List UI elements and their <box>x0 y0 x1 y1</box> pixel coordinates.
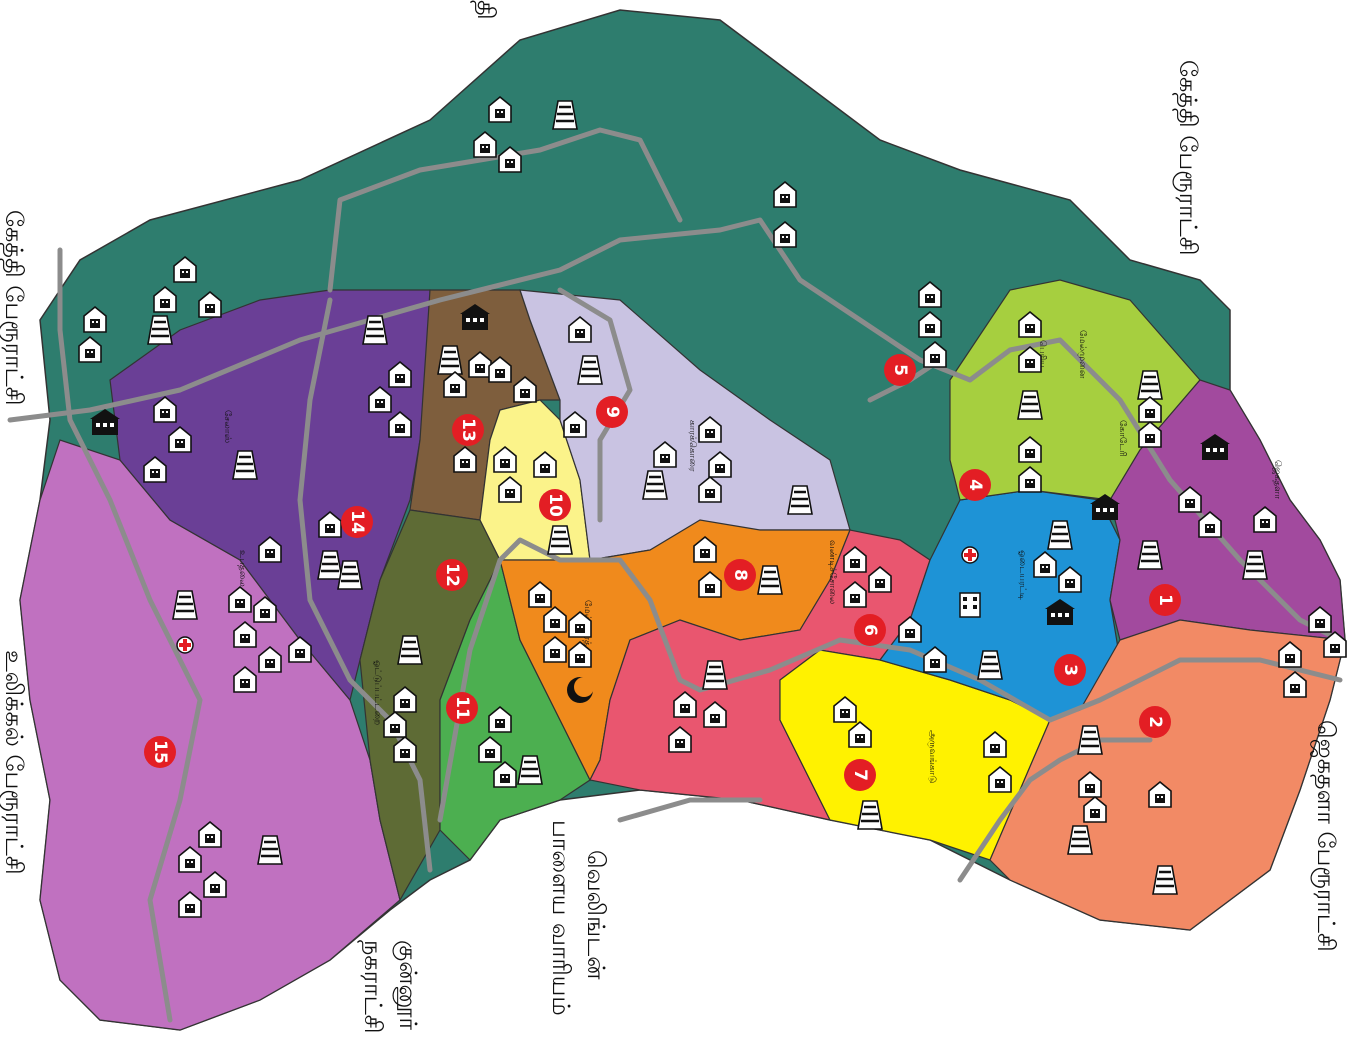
temple-icon <box>1046 519 1074 551</box>
edge-label-bottom-left-1: குன்னூர் <box>393 940 422 1031</box>
temple-icon <box>701 659 729 691</box>
road-5 <box>557 287 633 523</box>
ward-name: வண்டிச்சோலை <box>827 540 837 604</box>
hospital-icon <box>961 546 979 564</box>
ward-badge-2[interactable]: 2 <box>1139 706 1171 738</box>
road-8 <box>957 737 1153 883</box>
ward-badge-7[interactable]: 7 <box>844 759 876 791</box>
ward-name: உபதலை <box>237 550 247 587</box>
temple-icon <box>1136 539 1164 571</box>
temple-icon <box>336 559 364 591</box>
ward-badge-4[interactable]: 4 <box>959 469 991 501</box>
ward-badge-11[interactable]: 11 <box>446 692 478 724</box>
church-icon <box>959 592 981 618</box>
temple-icon <box>516 754 544 786</box>
ward-name: அருவங்காடு <box>927 730 937 783</box>
ward-badges: 1 2 3 4 5 6 7 8 9 10 11 12 13 14 15 <box>144 354 1181 791</box>
ward-number: 7 <box>850 769 870 781</box>
ward-14-region[interactable] <box>109 289 431 702</box>
temple-icon <box>231 449 259 481</box>
ward-number: 3 <box>1060 664 1080 676</box>
ward-name: சேலாஸ் <box>222 410 232 444</box>
road-7 <box>617 797 763 823</box>
ward-number: 11 <box>452 696 472 720</box>
edge-label-bottom-left-2: நகராட்சி <box>357 940 387 1034</box>
ward-name: மேல்முனை <box>1077 330 1087 379</box>
temple-icon <box>361 314 389 346</box>
ward-number: 1 <box>1155 594 1175 606</box>
temple-icon <box>576 354 604 386</box>
ward-name: காரக்கொரை <box>687 420 697 472</box>
temple-icon <box>396 634 424 666</box>
ward-number: 10 <box>545 493 565 517</box>
ward-badge-14[interactable]: 14 <box>341 506 373 538</box>
edge-label-left: உலிக்கல் பேரூராட்சி <box>0 650 28 875</box>
ward-badge-10[interactable]: 10 <box>539 489 571 521</box>
temple-icon <box>256 834 284 866</box>
ward-name: ஓடையரட்டி <box>1017 550 1027 601</box>
temple-icon <box>316 549 344 581</box>
ward-badge-5[interactable]: 5 <box>884 354 916 386</box>
ward-badge-6[interactable]: 6 <box>854 614 886 646</box>
edge-label-bottom-center-2: பாளைய வாரியம் <box>547 820 575 1016</box>
ward-name: ஓட்டுப்பட்டறை <box>372 660 382 725</box>
ward-name: கோடேரி <box>1117 420 1127 457</box>
temple-icon <box>1136 369 1164 401</box>
ward-number: 12 <box>442 563 462 587</box>
edge-label-top-left: கேத்தி பேரூராட்சி <box>0 210 28 406</box>
temple-icon <box>1016 389 1044 421</box>
ward-badge-13[interactable]: 13 <box>452 414 484 446</box>
temple-icon <box>856 799 884 831</box>
temple-icon <box>546 524 574 556</box>
road-4 <box>297 297 433 873</box>
ward-badge-8[interactable]: 8 <box>724 559 756 591</box>
hospital-icon <box>176 636 194 654</box>
edge-label-top: கேத்தி பேரூராட்சி <box>1172 60 1202 256</box>
edge-label-top-cut: தி <box>470 0 500 20</box>
edge-label-right: ஜெகதளா பேரூராட்சி <box>1310 720 1340 952</box>
ward-badge-15[interactable]: 15 <box>144 736 176 768</box>
temple-icon <box>1076 724 1104 756</box>
temple-icon <box>786 484 814 516</box>
ward-number: 14 <box>347 510 367 534</box>
ward-badge-9[interactable]: 9 <box>596 396 628 428</box>
temple-icon <box>756 564 784 596</box>
temple-icon <box>146 314 174 346</box>
temple-icon <box>641 469 669 501</box>
ward-number: 8 <box>730 569 750 581</box>
road-6 <box>437 537 1343 823</box>
temple-icon <box>1241 549 1269 581</box>
temple-icon <box>1066 824 1094 856</box>
temple-icon <box>436 344 464 376</box>
ward-number: 15 <box>150 740 170 764</box>
road-3 <box>57 247 203 1023</box>
ward-number: 4 <box>965 479 985 491</box>
temple-icon <box>1151 864 1179 896</box>
ward-name: ஜெகதளா <box>1272 460 1282 499</box>
ward-number: 6 <box>860 624 880 636</box>
edge-label-bottom-center-1: வெலிங்டன் <box>582 850 610 980</box>
ward-badge-12[interactable]: 12 <box>436 559 468 591</box>
temple-icon <box>171 589 199 621</box>
ward-name: பெரிய <box>1037 340 1047 368</box>
temple-icon <box>551 99 579 131</box>
ward-badge-3[interactable]: 3 <box>1054 654 1086 686</box>
ward-number: 2 <box>1145 716 1165 728</box>
ward-badge-1[interactable]: 1 <box>1149 584 1181 616</box>
temple-icon <box>976 649 1004 681</box>
ward-number: 9 <box>602 406 622 418</box>
ward-number: 5 <box>890 364 910 376</box>
ward-number: 13 <box>458 418 478 442</box>
road-2 <box>327 127 683 293</box>
